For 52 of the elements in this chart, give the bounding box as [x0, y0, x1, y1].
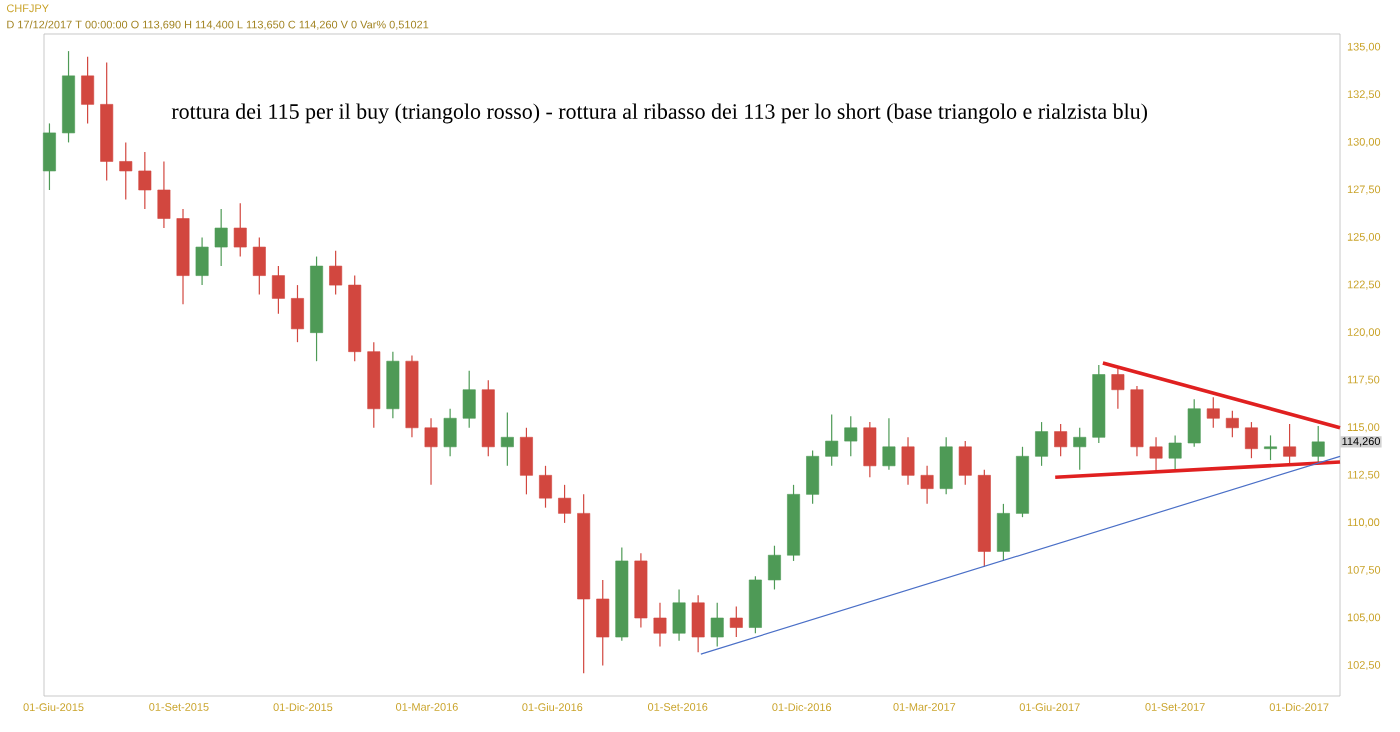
candlestick [233, 202, 247, 258]
candlestick [43, 122, 56, 191]
candlestick [462, 370, 476, 429]
candlestick [1073, 427, 1087, 471]
annotation: rottura dei 115 per il buy (triangolo rosso) - rottura al ribasso dei 113 per lo short (base triangolo e rialzista blu) [171, 103, 1147, 124]
candlestick [710, 602, 724, 648]
candlestick [844, 415, 858, 457]
candlestick [691, 594, 705, 653]
candlestick [653, 602, 667, 648]
candlestick [958, 440, 972, 486]
candlestick [1311, 425, 1325, 463]
candlestick [1264, 434, 1277, 461]
candlestick [157, 160, 171, 229]
candlestick [195, 236, 209, 286]
candlestick [1225, 410, 1239, 438]
candlestick [519, 427, 533, 495]
candlestick [672, 588, 686, 642]
candlestick [1111, 368, 1125, 410]
candlestick [1168, 434, 1182, 471]
candlestick [271, 265, 285, 315]
candlestick [539, 465, 552, 509]
candlestick [825, 413, 839, 467]
candlestick [863, 421, 877, 478]
candlestick [1244, 421, 1258, 459]
candlestick [81, 56, 95, 125]
candlestick [443, 408, 457, 457]
candlestick [596, 579, 610, 667]
candlestick [329, 250, 343, 296]
candlestick [291, 284, 304, 343]
candlestick [386, 351, 400, 419]
candlestick [1035, 421, 1049, 467]
candlestick [729, 605, 743, 638]
candlestick [1206, 396, 1220, 429]
candlestick [558, 484, 572, 524]
candlestick [214, 208, 228, 267]
candlestick [424, 417, 438, 486]
candlestick [901, 436, 915, 486]
candlestick [939, 436, 953, 495]
candlestick [996, 503, 1010, 562]
candlestick [500, 411, 514, 467]
candlestick [1149, 436, 1163, 473]
candlestick [119, 141, 133, 201]
candlestick [882, 417, 896, 471]
candlestick [1187, 398, 1201, 448]
candlestick [748, 575, 762, 634]
candlestick [1054, 423, 1068, 457]
candlestick [806, 450, 820, 505]
candlestick [920, 465, 934, 505]
candlestick [768, 545, 781, 591]
candlestick [1283, 423, 1297, 467]
candlestick [252, 236, 266, 296]
candlestick [138, 151, 152, 210]
